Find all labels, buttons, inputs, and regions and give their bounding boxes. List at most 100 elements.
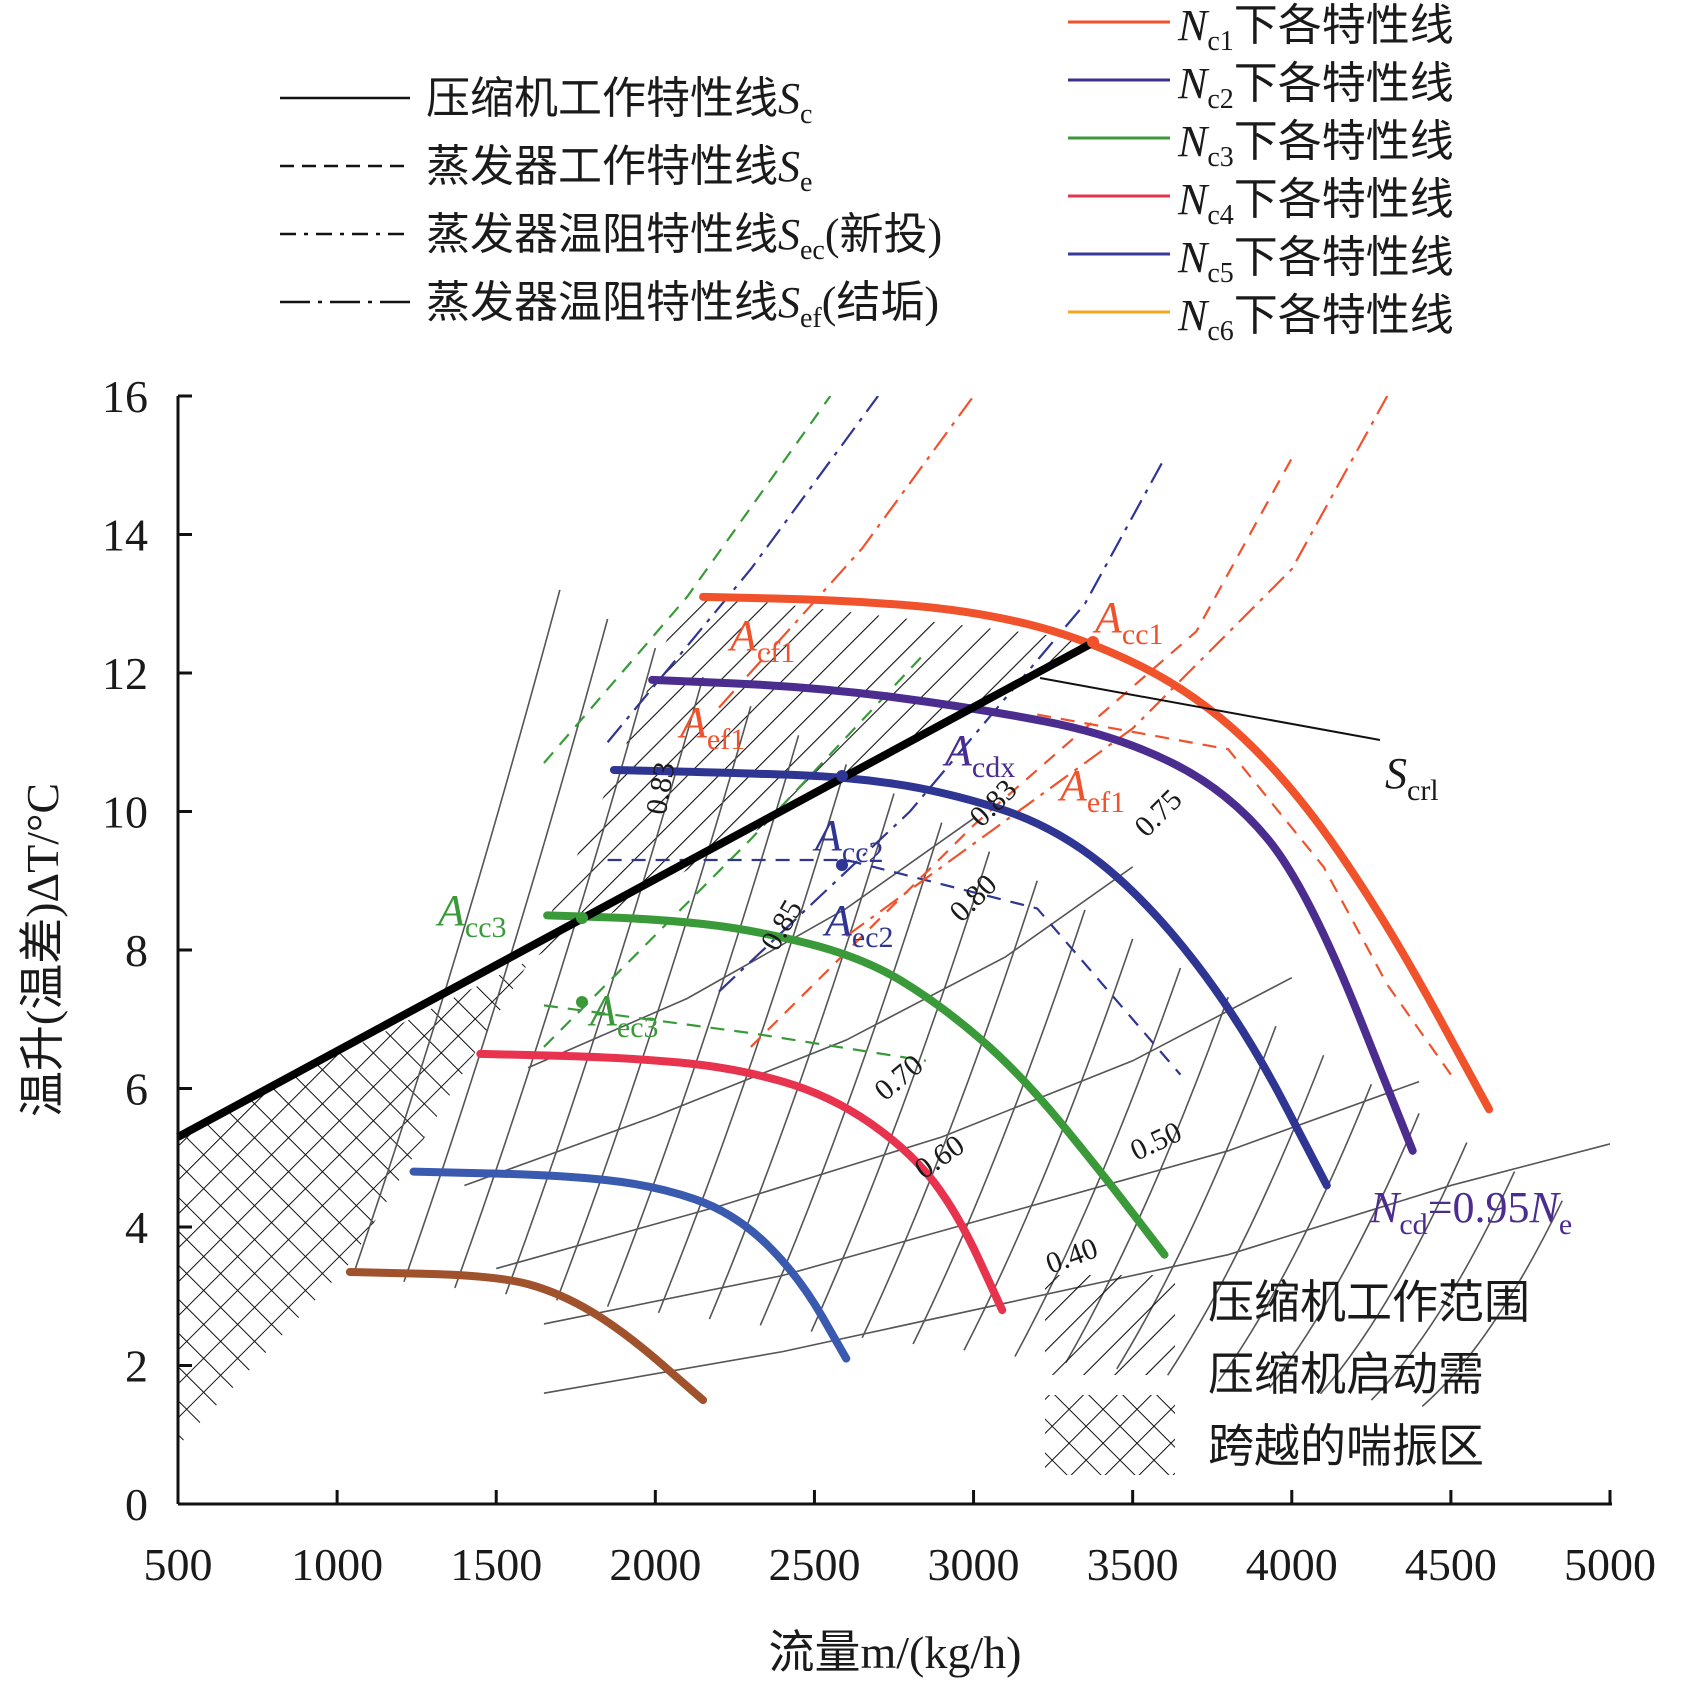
region-legend-label: 压缩机启动需 (1208, 1349, 1484, 1400)
legend-left-entry: 蒸发器温阻特性线Sef(结垢) (426, 278, 939, 334)
compressor-working-line (176, 638, 1097, 1141)
annotation-Aef1: Aef1 (1057, 761, 1125, 819)
annotation-point (1087, 636, 1099, 648)
speed-line-Nc6 (345, 1268, 708, 1405)
legend-right-entry: Nc4下各特性线 (1177, 175, 1454, 231)
x-tick-label: 3500 (1087, 1539, 1179, 1590)
x-tick-label: 4000 (1246, 1539, 1338, 1590)
speed-line-Nc2 (609, 765, 1331, 1190)
annotation-Acc1: Acc1 (1092, 593, 1164, 651)
legend-right: Nc1下各特性线Nc2下各特性线Nc3下各特性线Nc4下各特性线Nc5下各特性线… (1068, 1, 1454, 347)
y-tick-label: 8 (125, 925, 148, 976)
iso-curve (464, 866, 1134, 1187)
contour-line (555, 706, 752, 1301)
x-axis-title: 流量m/(kg/h) (769, 1627, 1022, 1678)
speed-lines (345, 592, 1494, 1405)
contour-line (606, 735, 800, 1307)
x-tick-label: 4500 (1405, 1539, 1497, 1590)
evaporator-line (1037, 713, 1452, 1076)
contour-line (912, 909, 1086, 1345)
legend-right-entry: Nc5下各特性线 (1177, 233, 1454, 289)
legend-left-entry: 蒸发器温阻特性线Sec(新投) (426, 210, 942, 266)
speed-line-Nc-purple (648, 675, 1417, 1155)
annotation-Scrl: Scrl (1385, 749, 1439, 807)
x-tick-label: 1000 (291, 1539, 383, 1590)
annotations: Acc1 Acf1 Aef1 Aef1 Acdx Acc2 Aec2 Acc3 Aec3 Scrl (435, 593, 1439, 1044)
contour-line (1370, 1171, 1516, 1401)
evaporator-line (607, 858, 1182, 1076)
speed-line-Nc3 (543, 911, 1169, 1259)
efficiency-label: 0.85 (754, 894, 809, 956)
contour-line (1268, 1113, 1420, 1389)
iso-curve (543, 1080, 1420, 1325)
scrl-pointer (1039, 677, 1381, 741)
region-swatch-hatch (1045, 1275, 1175, 1375)
contour-line (454, 647, 657, 1289)
ncd-label: Ncd=0.95Ne (1369, 1183, 1572, 1241)
legend-right-entry: Nc1下各特性线 (1177, 1, 1454, 57)
iso-curve (527, 817, 975, 1069)
annotation-point (576, 912, 588, 924)
region-swatch-crosshatch (1045, 1395, 1175, 1475)
y-tick-label: 14 (102, 510, 148, 561)
evaporator-line (543, 396, 832, 764)
region-legend-label: 跨越的喘振区 (1208, 1421, 1484, 1472)
y-tick-label: 0 (125, 1479, 148, 1530)
contour-line (1319, 1142, 1468, 1395)
annotation-point (836, 859, 848, 871)
y-tick-label: 10 (102, 787, 148, 838)
contour-line (861, 880, 1038, 1339)
legend-left-entry: 蒸发器工作特性线Se (426, 142, 812, 198)
speed-line-Nc5 (409, 1167, 851, 1363)
annotation-Aef1: Aef1 (677, 698, 745, 756)
contour-line (657, 764, 848, 1314)
x-tick-label: 500 (144, 1539, 213, 1590)
contour-line (1421, 1200, 1563, 1407)
annotation-Acdx: Acdx (942, 726, 1015, 784)
x-ticks: 500 1000 1500 2000 2500 3000 3500 4000 4500 5000 (144, 1490, 1656, 1590)
x-tick-label: 2500 (768, 1539, 860, 1590)
efficiency-label: 0.60 (909, 1129, 971, 1186)
efficiency-label: 0.80 (943, 868, 1003, 928)
iso-curve (496, 976, 1293, 1270)
x-tick-label: 5000 (1564, 1539, 1656, 1590)
annotation-Aec2: Aec2 (822, 896, 894, 954)
y-ticks: 0 2 4 6 8 10 12 14 16 (102, 371, 192, 1530)
contour-line (963, 938, 1134, 1351)
efficiency-label: 0.40 (1041, 1232, 1102, 1281)
x-tick-label: 2000 (609, 1539, 701, 1590)
legend-right-entry: Nc3下各特性线 (1177, 117, 1454, 173)
contour-line (708, 793, 895, 1320)
efficiency-label: 0.50 (1125, 1115, 1187, 1167)
annotation-point (836, 770, 848, 782)
evaporator-line (543, 651, 927, 1048)
evaporator-line (606, 396, 879, 743)
annotation-Acc2: Acc2 (812, 811, 884, 869)
annotation-Acc3: Acc3 (435, 886, 507, 944)
y-tick-label: 6 (125, 1064, 148, 1115)
speed-line-Nc4 (476, 1049, 1007, 1315)
region-legend-label: 压缩机工作范围 (1208, 1277, 1530, 1328)
contour-line (1014, 967, 1182, 1357)
y-tick-label: 16 (102, 371, 148, 422)
y-tick-label: 12 (102, 648, 148, 699)
contour-line (403, 618, 609, 1282)
speed-line-Nc1 (699, 592, 1494, 1114)
legend-left: 压缩机工作特性线Sc 蒸发器工作特性线Se 蒸发器温阻特性线Sec(新投) 蒸发器温阻… (280, 74, 942, 334)
contour-line (1217, 1084, 1373, 1382)
evaporator-line (718, 457, 1166, 993)
y-tick-label: 4 (125, 1202, 148, 1253)
contour-line (810, 851, 991, 1332)
contour-line (352, 589, 561, 1276)
legend-right-entry: Nc6下各特性线 (1177, 291, 1454, 347)
annotation-Acf1: Acf1 (727, 611, 795, 669)
x-tick-label: 1500 (450, 1539, 542, 1590)
evaporator-line (845, 396, 1389, 938)
annotation-point (576, 996, 588, 1008)
efficiency-label: 0.75 (1128, 783, 1188, 843)
y-axis-title: 温升(温差)ΔT/°C (17, 783, 68, 1117)
legend-left-entry: 压缩机工作特性线Sc (426, 74, 812, 130)
surge-region (178, 960, 530, 1446)
